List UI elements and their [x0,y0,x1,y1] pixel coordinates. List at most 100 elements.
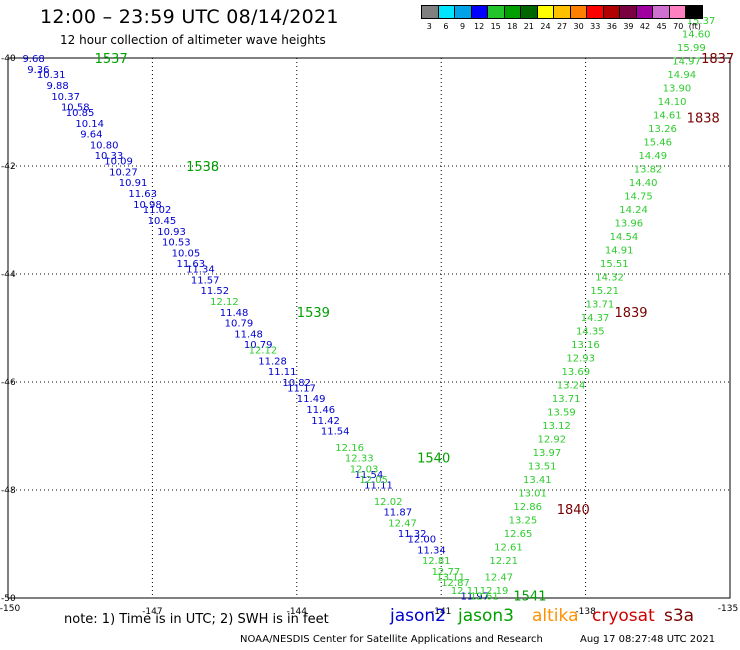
color-scale-swatch [635,5,653,19]
x-tick-label: -147 [142,607,162,617]
data-label-jason3: 12.19 [480,586,509,597]
data-label-jason2: 10.58 [61,103,90,114]
data-label-jason3: 12.12 [249,346,278,357]
data-label-jason2: 11.48 [220,308,249,319]
data-label-jason3: 13.71 [552,394,581,405]
data-label-jason2: 10.05 [172,248,201,259]
data-label-jason2: 10.09 [104,157,133,168]
data-label-jason3: 13.25 [509,516,538,527]
data-label-jason3: 14.75 [624,192,653,203]
data-label-jason2: 11.57 [191,275,220,286]
data-label-jason3: 13.69 [562,367,591,378]
data-label-jason3: 12.92 [537,435,566,446]
pass-label: 1838 [687,111,720,126]
legend-entry-s3a: s3a [664,606,695,626]
data-label-jason3: 15.51 [600,259,629,270]
color-scale-swatch [586,5,604,19]
footer-timestamp: Aug 17 08:27:48 UTC 2021 [580,634,716,645]
color-scale-label: 15 [490,22,501,31]
y-tick-label: -48 [1,486,16,496]
data-label-jason3: 13.41 [523,475,552,486]
data-label-jason3: 12.47 [388,518,417,529]
data-label-jason2: 10.93 [157,227,186,238]
data-label-jason3: 13.96 [614,219,643,230]
x-tick-label: -144 [287,607,308,617]
plot-frame [7,57,731,599]
data-label-jason3: 14.49 [639,151,668,162]
data-label-jason3: 14.10 [658,97,687,108]
data-label-jason3: 12.11 [451,586,480,597]
data-label-jason3: 13.71 [586,300,615,311]
data-label-jason2: 10.91 [119,178,148,189]
data-label-jason3: 13.97 [533,448,562,459]
data-label-jason2: 10.27 [109,167,138,178]
data-label-jason2: 10.45 [148,216,177,227]
color-scale-swatch [470,5,488,19]
color-scale-label: 30 [573,22,584,31]
data-label-jason3: 15.46 [643,138,672,149]
data-label-jason3: 13.01 [518,489,547,500]
data-label-jason3: 14.40 [629,178,658,189]
data-label-jason2: 11.63 [176,259,205,270]
y-tick-label: -42 [1,162,16,172]
data-label-jason2: 11.28 [258,356,287,367]
color-scale-swatch [437,5,455,19]
pass-label: 1540 [417,452,450,467]
data-label-jason2: 11.54 [355,470,384,481]
data-label-jason3: 12.05 [359,475,388,486]
color-scale-swatch [553,5,571,19]
data-label-jason2: 10.85 [66,108,95,119]
data-label-jason2: 11.87 [383,508,412,519]
data-label-jason2: 11.11 [364,481,393,492]
x-tick-label: -150 [0,604,20,614]
data-label-jason2: 11.48 [234,329,263,340]
color-scale-label: 24 [540,22,551,31]
data-label-jason2: 11.11 [268,367,297,378]
data-label-jason3: 12.86 [513,502,542,513]
data-label-jason3: 12.12 [210,297,239,308]
data-label-jason3: 12.87 [441,578,470,589]
color-scale-swatch [602,5,620,19]
color-scale-label: 42 [639,22,651,31]
data-label-jason3: 14.35 [576,327,605,338]
data-label-jason3: 14.97 [672,57,701,68]
data-label-jason2: 11.63 [128,189,157,200]
data-label-jason3: 12.47 [485,572,514,583]
data-label-jason2: 9.88 [47,81,69,92]
data-label-jason3: 12.02 [374,497,403,508]
x-tick-label: -138 [575,607,596,617]
data-label-jason3: 14.60 [682,30,711,41]
data-label-jason2: 9.64 [80,130,102,141]
color-scale-swatch [421,5,439,19]
data-label-jason2: 10.53 [162,238,191,249]
data-label-jason2: 11.52 [201,286,230,297]
data-label-jason2: 10.80 [90,140,119,151]
data-label-jason2: 11.49 [297,394,326,405]
data-label-jason3: 12.03 [350,464,379,475]
data-label-jason3: 14.61 [653,111,682,122]
data-label-jason3: 15.37 [687,16,716,27]
data-label-jason3: 12.33 [345,454,374,465]
data-label-jason3: 12.77 [432,567,461,578]
y-tick-label: -40 [1,54,16,64]
footer-credit: NOAA/NESDIS Center for Satellite Applica… [240,634,543,645]
color-scale-swatch [503,5,521,19]
data-label-jason3: 12.65 [504,529,533,540]
data-label-jason2: 10.79 [225,319,254,330]
color-scale-swatch [454,5,472,19]
data-label-jason3: 15.21 [590,286,619,297]
data-label-jason2: 11.46 [306,405,335,416]
color-scale-swatch [569,5,587,19]
data-label-jason3: 14.94 [667,70,696,81]
data-label-jason2: 11.32 [398,529,427,540]
data-label-jason3: 13.16 [571,340,600,351]
color-scale-label: 39 [623,22,634,31]
color-scale-label: 33 [590,22,601,31]
data-label-jason3: 14.32 [595,273,624,284]
color-scale-label: 12 [473,22,485,31]
data-label-jason2: 10.14 [75,119,104,130]
color-scale-label: 18 [507,22,518,31]
data-label-jason3: 13.82 [634,165,663,176]
data-label-jason2: 11.02 [143,205,172,216]
data-label-jason2: 11.42 [311,416,340,427]
